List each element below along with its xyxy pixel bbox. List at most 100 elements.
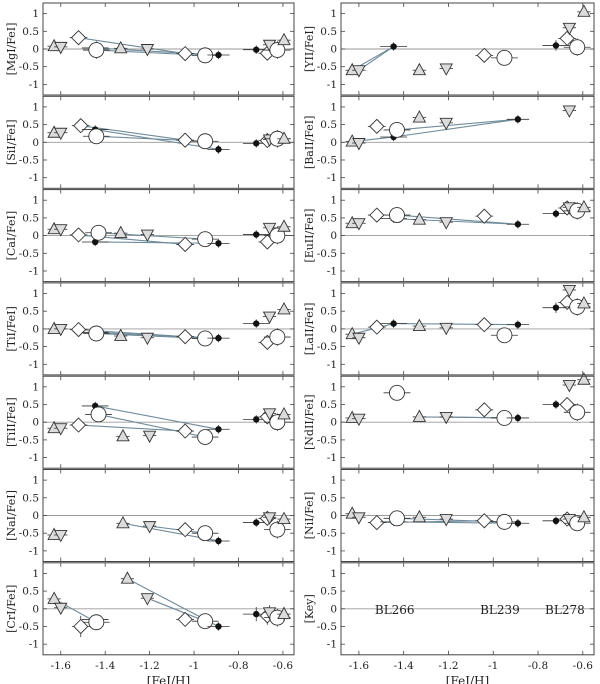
connector-line [393, 323, 518, 326]
panel-12: [NiI/FeI] -1 -0.5 0 0.5 1 [303, 469, 595, 562]
y-tick-label: 1 [330, 101, 337, 113]
panel-3: [TiI/FeI] -1 -0.5 0 0.5 1 [5, 282, 295, 376]
y-tick-label: -1 [327, 265, 337, 277]
y-axis-label: [SiI/FeI] [5, 120, 18, 166]
connector-line [393, 118, 518, 138]
data-point [569, 404, 586, 421]
y-tick-label: 1 [330, 568, 337, 580]
data-point [439, 322, 453, 336]
data-point [269, 521, 286, 538]
y-tick-label: 1 [32, 195, 39, 207]
y-axis-label: [NiI/FeI] [303, 492, 316, 540]
data-point [277, 131, 291, 144]
data-point [140, 332, 155, 346]
panel-frame [42, 375, 295, 469]
y-tick-label: 0.5 [22, 492, 39, 504]
y-tick-label: 0 [330, 417, 337, 429]
data-point [439, 217, 453, 230]
y-axis-label: [MgI/FeI] [5, 23, 18, 76]
y-tick-label: -0.5 [317, 154, 337, 166]
panel-7: [YII/FeI] -1 -0.5 0 0.5 1 [303, 2, 595, 96]
data-point [369, 118, 385, 135]
data-point [70, 321, 87, 338]
panel-4: [TiII/FeI] -1 -0.5 0 0.5 1 [5, 375, 295, 469]
panel-frame [42, 95, 295, 189]
panel-frame [42, 562, 295, 656]
data-point [54, 530, 68, 543]
data-point [514, 116, 522, 123]
y-tick-label: 0 [32, 510, 39, 522]
data-point [277, 406, 291, 420]
x-tick-label: -1.2 [139, 660, 159, 672]
y-tick-label: 1 [32, 381, 39, 393]
data-point [215, 51, 222, 59]
data-point [439, 117, 453, 131]
data-point [177, 522, 193, 538]
y-tick-label: -1 [29, 79, 39, 91]
data-point [476, 208, 492, 224]
data-point [215, 537, 222, 545]
y-tick-label: 0 [330, 323, 337, 335]
panel-frame [42, 469, 295, 562]
y-tick-label: 0.5 [320, 586, 337, 598]
y-tick-label: -0.5 [317, 434, 337, 446]
y-tick-label: 1 [330, 381, 337, 393]
y-tick-label: -1 [327, 172, 337, 184]
data-point [88, 614, 105, 631]
data-point [54, 602, 68, 616]
data-point [253, 46, 260, 53]
data-point [352, 413, 366, 427]
data-point [562, 22, 577, 36]
y-tick-label: 0.5 [22, 586, 39, 598]
data-point [215, 146, 222, 153]
data-point [177, 329, 193, 345]
connector-line [95, 241, 219, 244]
data-point [54, 127, 68, 141]
data-point [215, 426, 222, 433]
connector-line [78, 37, 186, 55]
panel-frame [42, 282, 295, 376]
y-tick-label: -0.5 [19, 248, 39, 260]
data-point [412, 409, 427, 422]
y-tick-label: -1 [327, 545, 337, 557]
y-tick-label: 0 [32, 137, 39, 149]
data-point [142, 521, 157, 534]
x-tick-label: -0.8 [228, 660, 248, 672]
data-point [262, 222, 277, 236]
data-point [262, 408, 277, 421]
data-point [142, 430, 157, 444]
data-point [389, 207, 405, 224]
y-tick-label: -0.5 [317, 528, 337, 540]
y-tick-label: 0.5 [320, 212, 337, 224]
y-axis-label: [Key] [303, 594, 316, 623]
panel-5: [NaI/FeI] -1 -0.5 0 0.5 1 [5, 469, 295, 562]
data-point [88, 128, 105, 145]
panel-frame [340, 375, 595, 469]
data-point [476, 402, 492, 418]
data-point [177, 45, 193, 62]
y-tick-label: 0.5 [320, 306, 337, 318]
data-point [352, 332, 366, 346]
data-point [113, 225, 128, 239]
data-point [352, 512, 366, 525]
panel-2: [CaI/FeI] -1 -0.5 0 0.5 1 [5, 189, 295, 283]
y-tick-label: -1 [29, 265, 39, 277]
y-tick-label: -1 [29, 639, 39, 651]
y-tick-label: 0.5 [22, 26, 39, 38]
connector-line [147, 597, 206, 622]
data-point [552, 210, 560, 217]
data-point [577, 4, 591, 17]
x-tick-label: -1 [189, 660, 199, 672]
data-point [70, 30, 87, 46]
y-tick-label: 0 [330, 137, 337, 149]
data-point [390, 43, 397, 50]
panel-8: [BaII/FeI] -1 -0.5 0 0.5 1 [303, 95, 595, 189]
y-tick-label: 0 [32, 603, 39, 615]
data-point [54, 323, 68, 337]
data-point [116, 428, 130, 442]
y-tick-label: 0.5 [320, 26, 337, 38]
data-point [412, 62, 427, 76]
y-axis-label: [LaII/FeI] [303, 303, 316, 356]
y-tick-label: 0.5 [22, 212, 39, 224]
